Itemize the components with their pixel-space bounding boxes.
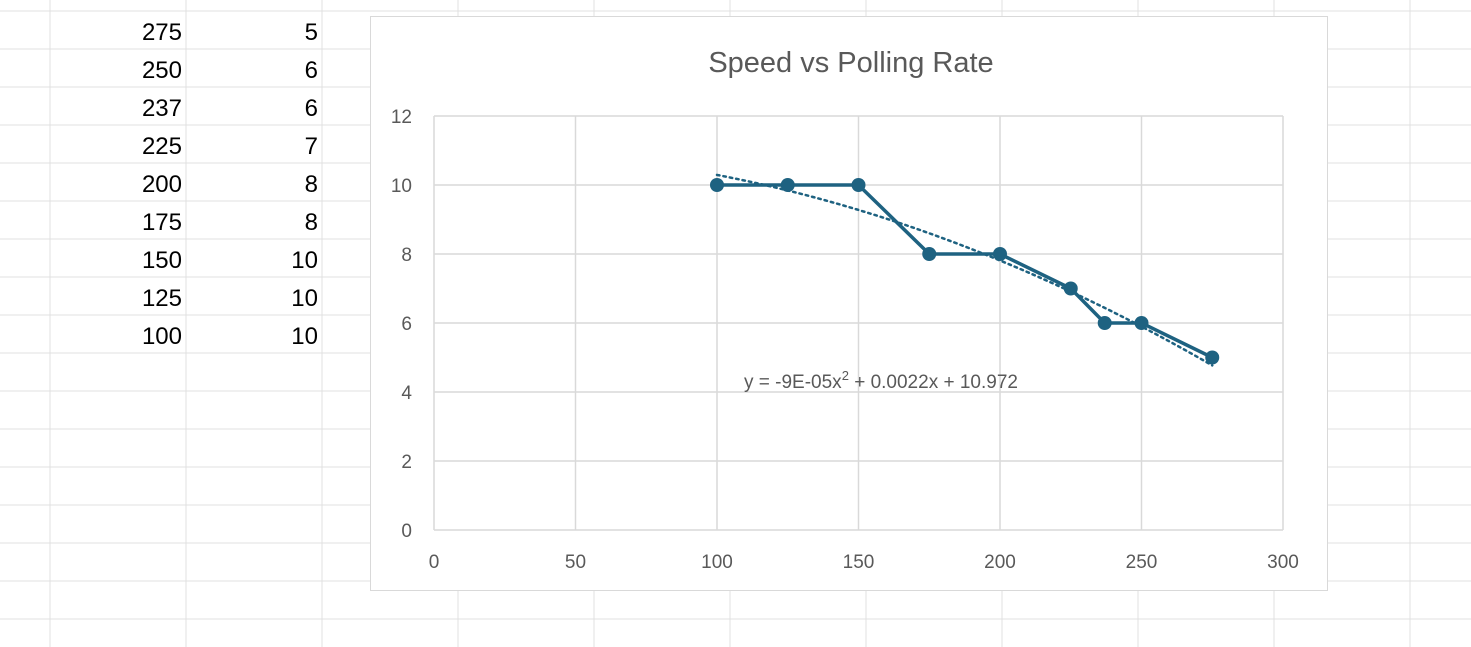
cell-polling-rate[interactable]: 5 [305,19,318,46]
cell-speed[interactable]: 125 [142,285,182,312]
data-point [1134,316,1149,330]
cell-speed[interactable]: 250 [142,57,182,84]
data-point [851,178,866,192]
y-tick-label: 6 [401,314,412,335]
x-tick-label: 0 [429,552,440,573]
cell-polling-rate[interactable]: 6 [305,95,318,122]
x-tick-label: 200 [984,552,1016,573]
data-point [993,247,1007,261]
data-point [1097,316,1112,330]
cell-speed[interactable]: 275 [142,19,182,46]
x-tick-label: 250 [1126,552,1158,573]
series-line [717,183,1214,360]
data-point [1205,350,1220,365]
equation-main: y = -9E-05x [744,372,842,393]
y-tick-label: 8 [401,245,412,266]
chart-title: Speed vs Polling Rate [708,47,993,79]
cell-polling-rate[interactable]: 10 [291,323,318,350]
cell-speed[interactable]: 225 [142,133,182,160]
cell-polling-rate[interactable]: 7 [305,133,318,160]
cell-speed[interactable]: 200 [142,171,182,198]
cell-polling-rate[interactable]: 6 [305,57,318,84]
plot-area [433,115,1284,531]
cell-speed[interactable]: 100 [142,323,182,350]
x-tick-label: 150 [843,552,875,573]
equation-rest: + 0.0022x + 10.972 [849,372,1018,393]
trendline [715,173,1214,367]
y-tick-label: 2 [401,452,412,473]
cell-speed[interactable]: 237 [142,95,182,122]
cell-polling-rate[interactable]: 10 [291,247,318,274]
cell-polling-rate[interactable]: 10 [291,285,318,312]
y-tick-label: 12 [391,107,412,128]
y-tick-label: 4 [401,383,412,404]
x-tick-label: 300 [1267,552,1299,573]
cell-speed[interactable]: 150 [142,247,182,274]
data-point [922,247,937,261]
x-tick-label: 100 [701,552,733,573]
x-tick-label: 50 [565,552,586,573]
data-point [710,178,724,192]
chart-container[interactable]: Speed vs Polling Rate 0 50 100 150 200 250 300… [370,16,1328,591]
equation-exponent: 2 [842,368,849,383]
cell-polling-rate[interactable]: 8 [305,209,318,236]
cell-polling-rate[interactable]: 8 [305,171,318,198]
cell-speed[interactable]: 175 [142,209,182,236]
y-tick-label: 0 [401,521,412,542]
y-tick-label: 10 [391,176,412,197]
trendline-equation: y = -9E-05x2 + 0.0022x + 10.972 [744,368,1018,393]
chart-canvas: Speed vs Polling Rate 0 50 100 150 200 250 300… [391,47,1299,573]
data-point [780,178,795,192]
